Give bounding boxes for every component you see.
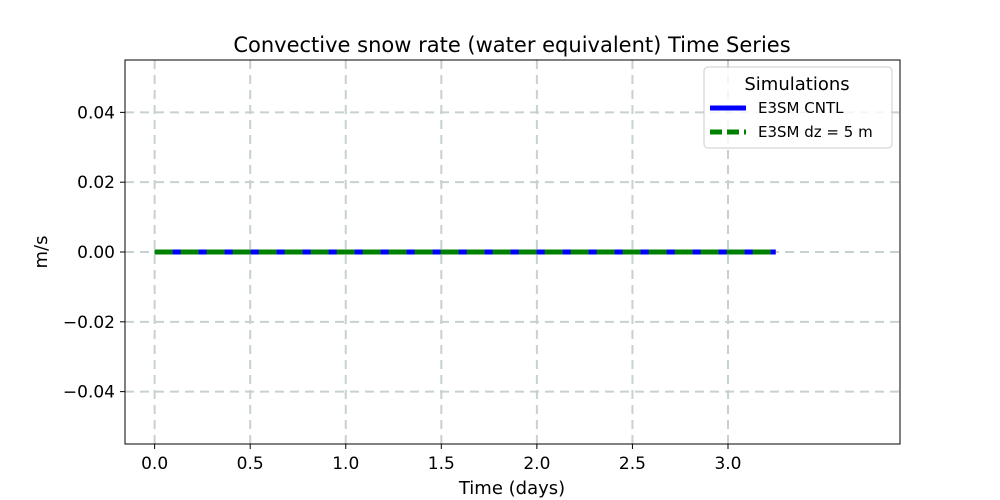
x-tick-label: 2.5	[619, 454, 646, 474]
x-axis: 0.0 0.5 1.0 1.5 2.0 2.5 3.0	[141, 444, 742, 474]
x-tick-label: 2.0	[523, 454, 550, 474]
x-axis-label: Time (days)	[458, 478, 565, 499]
x-tick-label: 1.5	[428, 454, 455, 474]
legend-label-e3sm-dz-5m: E3SM dz = 5 m	[758, 123, 873, 141]
x-tick-label: 3.0	[714, 454, 741, 474]
legend-box	[703, 66, 893, 149]
chart-title: Convective snow rate (water equivalent) …	[233, 33, 790, 57]
legend-title: Simulations	[744, 74, 849, 95]
x-tick-label: 0.5	[237, 454, 264, 474]
y-tick-label: 0.02	[77, 173, 115, 193]
x-tick-label: 1.0	[332, 454, 359, 474]
y-axis-label: m/s	[31, 236, 52, 269]
x-tick-label: 0.0	[141, 454, 168, 474]
y-axis: −0.04 −0.02 0.00 0.02 0.04	[63, 103, 125, 403]
y-tick-label: 0.00	[77, 243, 115, 263]
legend: Simulations E3SM CNTL E3SM dz = 5 m	[703, 66, 893, 149]
y-tick-label: −0.04	[63, 383, 115, 403]
y-tick-label: −0.02	[63, 313, 115, 333]
legend-label-e3sm-cntl: E3SM CNTL	[758, 99, 844, 117]
y-tick-label: 0.04	[77, 103, 115, 123]
